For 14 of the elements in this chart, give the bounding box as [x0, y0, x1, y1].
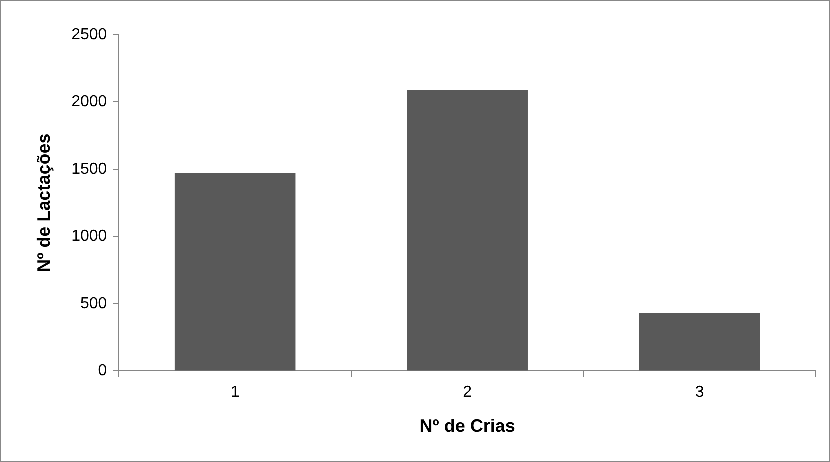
y-axis-title: Nº de Lactações [34, 134, 54, 272]
y-tick-label: 2500 [72, 26, 108, 44]
x-tick-label: 2 [463, 384, 472, 402]
bar [174, 174, 296, 371]
x-tick-label: 1 [230, 384, 240, 402]
y-tick-label: 500 [80, 295, 108, 312]
bar [639, 313, 760, 371]
y-tick-label: 0 [98, 362, 108, 380]
y-tick-label: 1500 [72, 160, 108, 178]
x-axis-title: Nº de Crias [420, 416, 516, 436]
x-tick-label: 3 [695, 384, 704, 402]
bar [407, 90, 528, 371]
y-tick-label: 1000 [72, 228, 108, 246]
y-tick-label: 2000 [72, 94, 108, 111]
